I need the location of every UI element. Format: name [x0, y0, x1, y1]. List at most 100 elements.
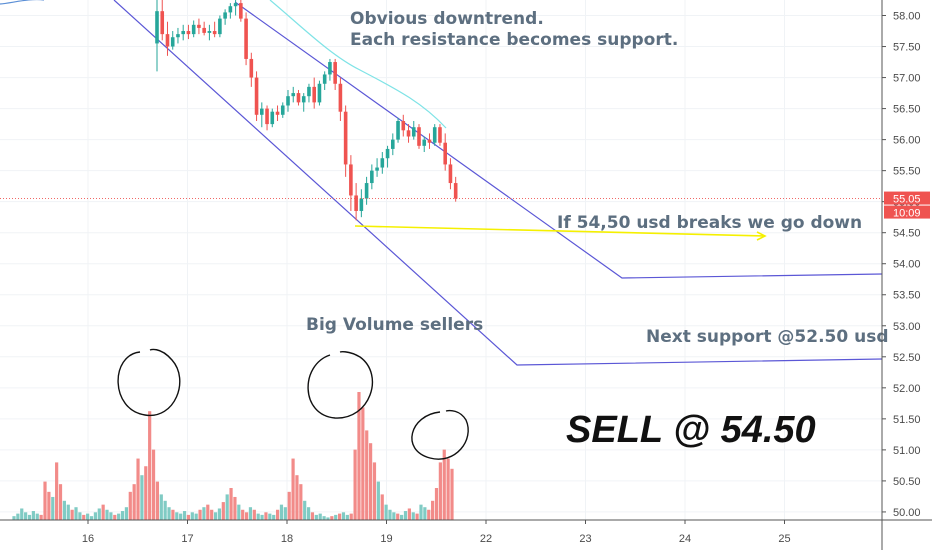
candle-body	[291, 93, 296, 97]
volume-bar	[148, 411, 152, 520]
annotation-downtrend: Each resistance becomes support.	[350, 30, 678, 50]
sell-label: SELL @ 54.50	[566, 409, 816, 451]
volume-bar	[442, 449, 446, 520]
channel-upper-line	[234, 1, 883, 279]
y-tick-label: 54.00	[893, 259, 921, 271]
volume-bar	[353, 449, 357, 520]
volume-bars	[12, 392, 454, 520]
annotation-downtrend: Obvious downtrend.	[350, 9, 544, 29]
volume-bar	[268, 513, 272, 520]
volume-bar	[427, 509, 431, 520]
candle-body	[322, 74, 327, 84]
x-tick-label: 19	[380, 533, 392, 545]
volume-bar	[171, 509, 175, 520]
x-tick-label: 25	[778, 533, 790, 545]
candle-body	[244, 18, 248, 59]
candle-body	[260, 108, 264, 115]
candle-body	[359, 198, 364, 211]
candle-body	[280, 105, 285, 115]
volume-bar	[431, 500, 435, 520]
candle-body	[249, 58, 254, 78]
countdown-box	[884, 205, 930, 219]
price-tag-countdown: 10:09	[893, 208, 921, 220]
support-arrow-head	[756, 231, 767, 241]
volume-bar	[89, 516, 94, 520]
volume-bar	[361, 407, 365, 520]
volume-bar	[384, 504, 388, 520]
hand-drawn-circle	[307, 351, 374, 419]
candle-body	[170, 37, 175, 47]
y-tick-label: 56.00	[893, 135, 921, 147]
volume-bar	[411, 512, 415, 520]
volume-bar	[163, 500, 167, 520]
volume-bar	[82, 514, 86, 520]
candle-body	[202, 27, 206, 33]
volume-bar	[198, 509, 202, 520]
volume-bar	[419, 504, 423, 520]
volume-bar	[291, 458, 295, 520]
volume-bar	[225, 494, 229, 520]
candle-body	[233, 3, 238, 7]
volume-bar	[93, 512, 97, 520]
candle-body	[443, 142, 447, 165]
volume-bar	[237, 504, 241, 520]
moving-average-line-2	[0, 0, 44, 5]
candle-body	[223, 12, 227, 19]
volume-bar	[322, 516, 326, 520]
grid	[0, 0, 882, 520]
candle-body	[364, 183, 369, 199]
candle-body	[354, 195, 358, 211]
volume-bar	[97, 508, 101, 520]
volume-bar	[349, 513, 353, 520]
x-tick-label: 17	[181, 533, 193, 545]
volume-bar	[306, 507, 311, 520]
volume-bar	[295, 475, 299, 520]
candle-body	[296, 93, 301, 103]
candle-body	[176, 34, 180, 38]
hand-drawn-circle	[411, 409, 469, 460]
candle-body	[286, 96, 290, 106]
volume-bar	[101, 504, 105, 520]
volume-bar	[27, 514, 32, 520]
candle-body	[239, 3, 243, 19]
volume-bar	[124, 507, 129, 520]
volume-bar	[159, 494, 163, 520]
moving-average-line	[269, 0, 447, 129]
price-tag-value: 55.05	[893, 194, 921, 206]
volume-bar	[369, 443, 373, 520]
volume-bar	[275, 509, 280, 520]
volume-bar	[403, 511, 408, 520]
volume-bar	[105, 509, 109, 520]
volume-bar	[264, 512, 268, 520]
volume-bar	[380, 494, 384, 520]
volume-circles	[117, 348, 469, 460]
candle-body	[391, 139, 395, 149]
volume-bar	[396, 513, 400, 520]
volume-bar	[24, 512, 28, 520]
y-tick-label: 50.00	[893, 507, 921, 519]
annotation-next_support: Next support @52.50 usd	[646, 327, 889, 347]
candle-body	[401, 121, 406, 131]
candle-body	[438, 127, 442, 143]
volume-bar	[272, 514, 276, 520]
volume-bar	[43, 481, 47, 520]
volume-bar	[58, 484, 63, 520]
candle-body	[370, 170, 374, 184]
volume-bar	[66, 504, 70, 520]
volume-bar	[120, 511, 125, 520]
annotation-big_volume: Big Volume sellers	[306, 315, 483, 335]
volume-bar	[365, 430, 369, 520]
volume-bar	[179, 513, 183, 520]
candle-body	[212, 31, 217, 35]
volume-bar	[334, 514, 338, 520]
volume-bar	[20, 508, 24, 520]
y-tick-label: 51.00	[893, 445, 921, 457]
volume-bar	[16, 513, 20, 520]
candle-body	[228, 6, 233, 13]
volume-bar	[233, 496, 237, 520]
candle-body	[307, 86, 311, 97]
volume-bar	[182, 511, 187, 520]
y-tick-label: 52.00	[893, 383, 921, 395]
